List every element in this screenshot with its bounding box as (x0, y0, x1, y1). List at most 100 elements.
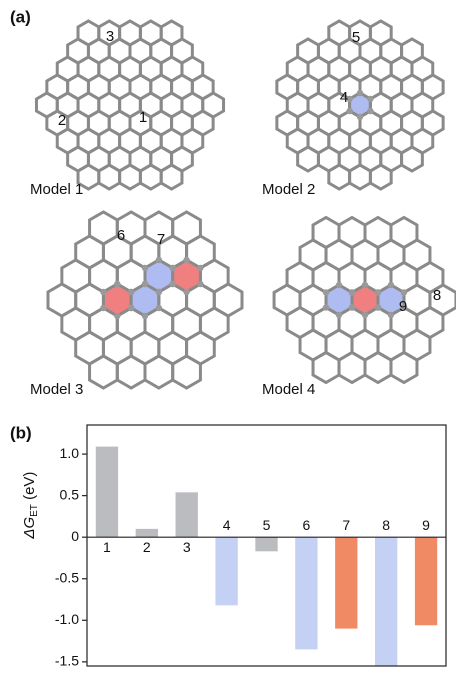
figure: (a) (b) Model 1 Model 2 Model 3 Model 4 … (0, 0, 456, 674)
ring (350, 165, 371, 189)
ring (391, 353, 417, 383)
atom (128, 305, 134, 311)
atom (156, 257, 162, 263)
atom (323, 304, 329, 310)
x-tick-label: 9 (422, 517, 430, 533)
bar (96, 447, 118, 538)
site-label: 8 (433, 287, 441, 304)
y-tick-label: -1.0 (55, 611, 79, 627)
y-tick-label: -1.5 (55, 653, 79, 669)
y-axis-label-part: (eV) (21, 472, 38, 505)
molecule (274, 218, 456, 383)
y-tick-label: 1.0 (60, 445, 80, 461)
model-label: Model 1 (30, 181, 83, 198)
atom (114, 313, 120, 319)
atom (100, 289, 106, 295)
site-label: 2 (58, 112, 66, 129)
ring (117, 356, 145, 388)
atom (367, 96, 373, 102)
ring (99, 165, 120, 189)
atom (183, 257, 189, 263)
x-tick-label: 1 (103, 539, 111, 555)
bar (255, 537, 277, 551)
atom (362, 282, 368, 288)
site-label: 3 (106, 28, 114, 45)
atom (114, 281, 120, 287)
y-axis-label: ΔGET (eV) (21, 472, 40, 540)
model-label: Model 2 (262, 181, 315, 198)
ring (173, 356, 201, 388)
ring (329, 165, 350, 189)
atom (142, 313, 148, 319)
atom (156, 289, 162, 295)
atom (128, 289, 134, 295)
atom (336, 312, 342, 318)
y-axis-label-part: ET (29, 504, 40, 517)
bar (335, 537, 357, 628)
ring (339, 353, 365, 383)
atom (401, 289, 407, 295)
atom (142, 281, 148, 287)
atom (349, 289, 355, 295)
x-tick-label: 6 (302, 517, 310, 533)
bar (415, 537, 437, 625)
atom (349, 304, 355, 310)
x-tick-label: 2 (143, 539, 151, 555)
atom (375, 304, 381, 310)
panel-label: (b) (10, 423, 32, 442)
molecule (277, 21, 443, 189)
site-label: 4 (340, 89, 348, 106)
x-tick-label: 4 (223, 517, 231, 533)
atom (367, 108, 373, 114)
model-label: Model 3 (30, 381, 83, 398)
site-label: 6 (117, 227, 125, 244)
bar (215, 537, 237, 605)
site-label: 1 (139, 109, 147, 126)
atom (197, 265, 203, 271)
ring (365, 353, 391, 383)
y-axis-label-part: ΔG (21, 517, 38, 540)
bar (295, 537, 317, 649)
x-tick-label: 7 (342, 517, 350, 533)
molecule-drawings (36, 21, 455, 388)
atom (336, 282, 342, 288)
atom (170, 265, 176, 271)
ring (298, 147, 319, 171)
ring (161, 165, 182, 189)
bar (176, 492, 198, 537)
bar (136, 529, 158, 537)
atom (197, 281, 203, 287)
atom (346, 108, 352, 114)
atom (142, 265, 148, 271)
ring (145, 356, 173, 388)
atom (362, 312, 368, 318)
atom (375, 289, 381, 295)
model-label: Model 4 (262, 381, 315, 398)
atom (323, 289, 329, 295)
atom (357, 90, 363, 96)
y-tick-label: 0 (71, 528, 79, 544)
site-label: 7 (157, 231, 165, 248)
atom (100, 305, 106, 311)
site-label: 5 (352, 29, 360, 46)
ring (90, 356, 118, 388)
atom (357, 114, 363, 120)
ring (402, 147, 423, 171)
x-tick-label: 3 (183, 539, 191, 555)
ring (313, 353, 339, 383)
ring (140, 165, 161, 189)
atom (388, 282, 394, 288)
molecule (36, 21, 223, 189)
ring (370, 165, 391, 189)
site-label: 9 (399, 298, 407, 315)
bar (375, 537, 397, 666)
site-labels: 1 2 3 4 5 6 7 8 9 (58, 28, 441, 315)
x-tick-label: 8 (382, 517, 390, 533)
panel-label: (a) (10, 7, 31, 26)
atom (388, 312, 394, 318)
molecule (48, 212, 242, 388)
ring (120, 165, 141, 189)
atom (183, 289, 189, 295)
atom (156, 305, 162, 311)
